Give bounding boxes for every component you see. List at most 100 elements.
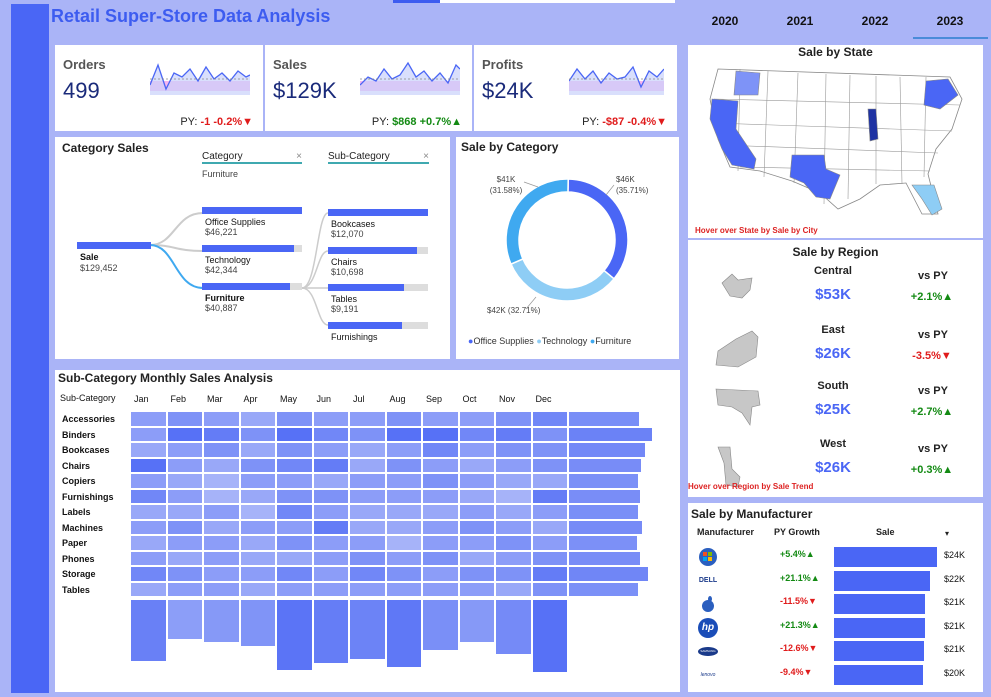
us-states-map[interactable] — [700, 59, 970, 219]
heatmap-cell[interactable] — [130, 488, 167, 504]
heatmap-cell[interactable] — [422, 473, 459, 489]
heatmap-cell[interactable] — [385, 442, 422, 458]
heatmap-cell[interactable] — [422, 488, 459, 504]
heatmap-cell[interactable] — [458, 519, 495, 535]
heatmap-cell[interactable] — [239, 411, 276, 427]
column-total-bar[interactable] — [166, 599, 203, 640]
heatmap-cell[interactable] — [166, 519, 203, 535]
heatmap-cell[interactable] — [495, 426, 532, 442]
heatmap-cell[interactable] — [458, 535, 495, 551]
heatmap-cell[interactable] — [495, 442, 532, 458]
manufacturer-row[interactable]: -11.5%▼ $21K — [688, 592, 984, 616]
heatmap-cell[interactable] — [312, 411, 349, 427]
heatmap-cell[interactable] — [203, 426, 240, 442]
heatmap-cell[interactable] — [276, 566, 313, 582]
heatmap-cell[interactable] — [495, 504, 532, 520]
column-total-bar[interactable] — [349, 599, 386, 660]
heatmap-cell[interactable] — [422, 535, 459, 551]
heatmap-cell[interactable] — [458, 581, 495, 597]
heatmap-cell[interactable] — [166, 426, 203, 442]
heatmap-cell[interactable] — [130, 550, 167, 566]
heatmap-cell[interactable] — [203, 519, 240, 535]
heatmap-cell[interactable] — [276, 442, 313, 458]
heatmap-cell[interactable] — [385, 504, 422, 520]
heatmap-cell[interactable] — [130, 504, 167, 520]
heatmap-cell[interactable] — [531, 411, 568, 427]
heatmap-cell[interactable] — [130, 566, 167, 582]
heatmap-cell[interactable] — [166, 504, 203, 520]
region-east-shape[interactable] — [712, 327, 764, 377]
heatmap-cell[interactable] — [166, 581, 203, 597]
heatmap-cell[interactable] — [422, 504, 459, 520]
manufacturer-sale-bar[interactable] — [834, 570, 930, 591]
subcategory-bar[interactable] — [328, 247, 417, 254]
manufacturer-row[interactable]: hp +21.3%▲ $21K — [688, 616, 984, 640]
heatmap-cell[interactable] — [130, 411, 167, 427]
row-total-bar[interactable] — [568, 442, 647, 458]
heatmap-cell[interactable] — [349, 488, 386, 504]
heatmap-cell[interactable] — [276, 504, 313, 520]
heatmap-cell[interactable] — [239, 442, 276, 458]
heatmap-cell[interactable] — [312, 442, 349, 458]
heatmap-cell[interactable] — [166, 566, 203, 582]
region-west-shape[interactable] — [712, 441, 764, 491]
heatmap-cell[interactable] — [385, 566, 422, 582]
kpi-card-orders[interactable]: Orders 499 PY: -1 -0.2%▼ — [55, 45, 263, 131]
heatmap-cell[interactable] — [385, 457, 422, 473]
heatmap-cell[interactable] — [349, 426, 386, 442]
subcategory-bar[interactable] — [328, 209, 428, 216]
heatmap-cell[interactable] — [276, 426, 313, 442]
heatmap-cell[interactable] — [203, 457, 240, 473]
heatmap-cell[interactable] — [203, 442, 240, 458]
column-total-bar[interactable] — [495, 599, 532, 655]
column-total-bar[interactable] — [130, 599, 167, 662]
manufacturer-row[interactable]: SAMSUNG -12.6%▼ $21K — [688, 639, 984, 663]
heatmap-cell[interactable] — [349, 504, 386, 520]
heatmap-cell[interactable] — [495, 411, 532, 427]
heatmap-cell[interactable] — [239, 550, 276, 566]
heatmap-cell[interactable] — [166, 550, 203, 566]
manufacturer-row[interactable]: +5.4%▲ $24K — [688, 545, 984, 569]
heatmap-cell[interactable] — [495, 457, 532, 473]
heatmap-cell[interactable] — [531, 535, 568, 551]
column-total-bar[interactable] — [203, 599, 240, 644]
heatmap-cell[interactable] — [422, 566, 459, 582]
heatmap-cell[interactable] — [312, 550, 349, 566]
heatmap-cell[interactable] — [531, 504, 568, 520]
heatmap-cell[interactable] — [203, 488, 240, 504]
heatmap-cell[interactable] — [495, 535, 532, 551]
heatmap-cell[interactable] — [349, 535, 386, 551]
heatmap-cell[interactable] — [422, 581, 459, 597]
heatmap-cell[interactable] — [349, 442, 386, 458]
heatmap-cell[interactable] — [531, 473, 568, 489]
heatmap-cell[interactable] — [276, 473, 313, 489]
subcategory-bar[interactable] — [328, 322, 402, 329]
year-2021-button[interactable]: 2021 — [786, 14, 814, 28]
heatmap-cell[interactable] — [203, 566, 240, 582]
heatmap-cell[interactable] — [166, 457, 203, 473]
heatmap-cell[interactable] — [495, 550, 532, 566]
heatmap-cell[interactable] — [385, 550, 422, 566]
heatmap-cell[interactable] — [458, 550, 495, 566]
heatmap-cell[interactable] — [385, 488, 422, 504]
column-total-bar[interactable] — [531, 599, 568, 673]
heatmap-cell[interactable] — [458, 473, 495, 489]
year-2022-button[interactable]: 2022 — [861, 14, 889, 28]
heatmap-cell[interactable] — [349, 457, 386, 473]
heatmap-cell[interactable] — [203, 550, 240, 566]
heatmap-cell[interactable] — [166, 488, 203, 504]
heatmap-cell[interactable] — [349, 519, 386, 535]
heatmap-cell[interactable] — [312, 473, 349, 489]
heatmap-cell[interactable] — [531, 488, 568, 504]
heatmap-cell[interactable] — [458, 488, 495, 504]
column-total-bar[interactable] — [385, 599, 422, 668]
column-total-bar[interactable] — [312, 599, 349, 665]
donut-slice[interactable] — [505, 178, 569, 266]
heatmap-cell[interactable] — [495, 581, 532, 597]
heatmap-cell[interactable] — [166, 535, 203, 551]
heatmap-cell[interactable] — [276, 519, 313, 535]
subcategory-bar[interactable] — [328, 284, 404, 291]
heatmap-cell[interactable] — [203, 581, 240, 597]
heatmap-cell[interactable] — [531, 581, 568, 597]
heatmap-cell[interactable] — [349, 411, 386, 427]
